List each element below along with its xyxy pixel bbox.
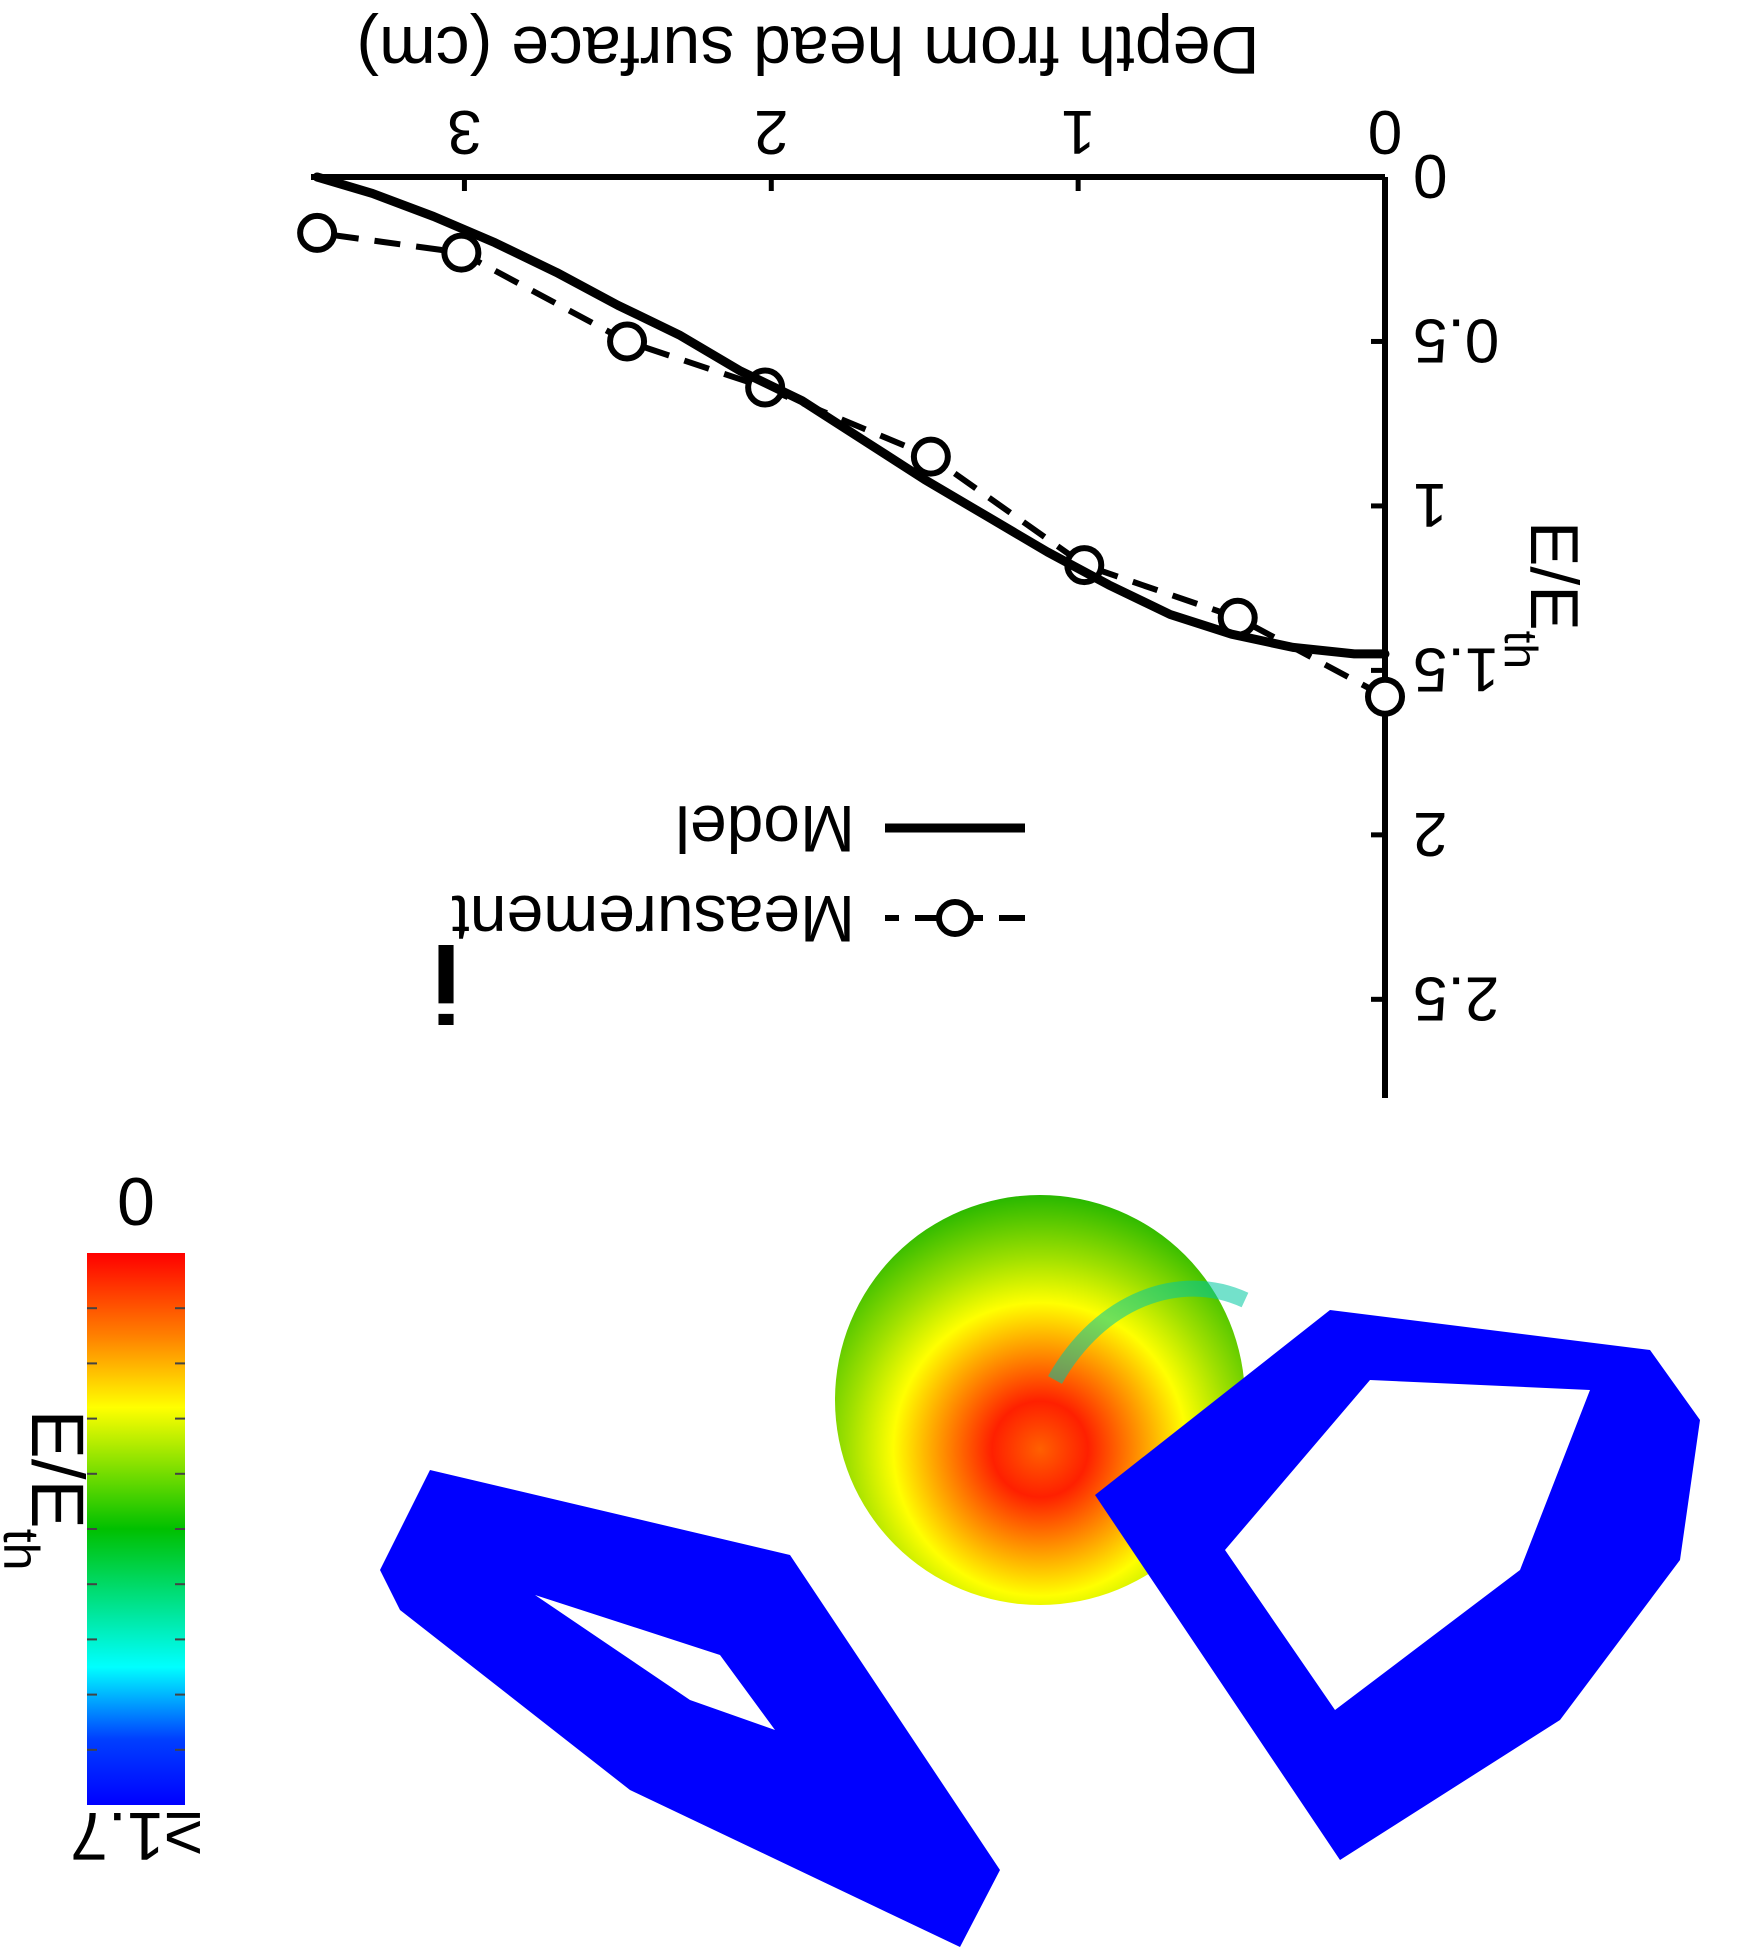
legend-spacer — [891, 100, 1746, 1120]
colorbar-label: E/Eth — [0, 1410, 99, 1571]
x-tick-label: 0 — [1368, 97, 1402, 166]
y-tick-label: 2 — [1413, 799, 1447, 868]
colorbar-bottom-label: ≥1.7 — [70, 1798, 202, 1874]
y-tick-label: 0.5 — [1413, 305, 1499, 374]
colorbar-top-label: 0 — [117, 1163, 155, 1239]
x-tick-label: 3 — [447, 97, 481, 166]
y-tick-label: 1 — [1413, 470, 1447, 539]
colorbar — [87, 1253, 185, 1805]
x-axis-label: Depth from head surface (cm) — [356, 12, 1259, 88]
sphere-shade — [1048, 1280, 1249, 1384]
panel-label: i — [431, 921, 462, 1044]
measurement-point — [441, 232, 482, 273]
colorbar-group: ≥1.7 0 E/Eth — [0, 1163, 202, 1874]
y-tick-label: 2.5 — [1413, 963, 1499, 1032]
head-model-illustration — [380, 1195, 1700, 1947]
coil-wing-right — [1095, 1310, 1700, 1860]
y-axis-label-main: E/E — [1516, 521, 1592, 631]
measurement-point — [607, 321, 648, 362]
x-tick-label: 1 — [1061, 97, 1095, 166]
y-tick-label: 0 — [1413, 141, 1447, 210]
y-axis-label: E/Eth — [1495, 521, 1592, 669]
legend-label: Measurement — [451, 882, 855, 956]
y-tick-label: 1.5 — [1413, 634, 1499, 703]
x-tick-label: 2 — [754, 97, 788, 166]
measurement-point — [910, 436, 951, 477]
measurement-point — [1365, 676, 1405, 717]
chart-group: 0 1 2 3 0 0.5 1 1.5 2 2.5 Depth from head surface … — [297, 12, 1746, 1120]
y-axis-label-sub: th — [1495, 631, 1547, 669]
colorbar-ticks — [87, 1307, 185, 1751]
legend-label: Model — [675, 792, 855, 866]
coil-wing-left — [380, 1470, 1000, 1947]
plot-area: 0 1 2 3 0 0.5 1 1.5 2 2.5 Depth from head surface … — [297, 12, 1746, 1120]
series-line-measurement — [316, 229, 1387, 700]
series-line-model — [312, 172, 1390, 659]
legend-marker-measurement — [936, 899, 974, 937]
measurement-point — [297, 212, 338, 253]
